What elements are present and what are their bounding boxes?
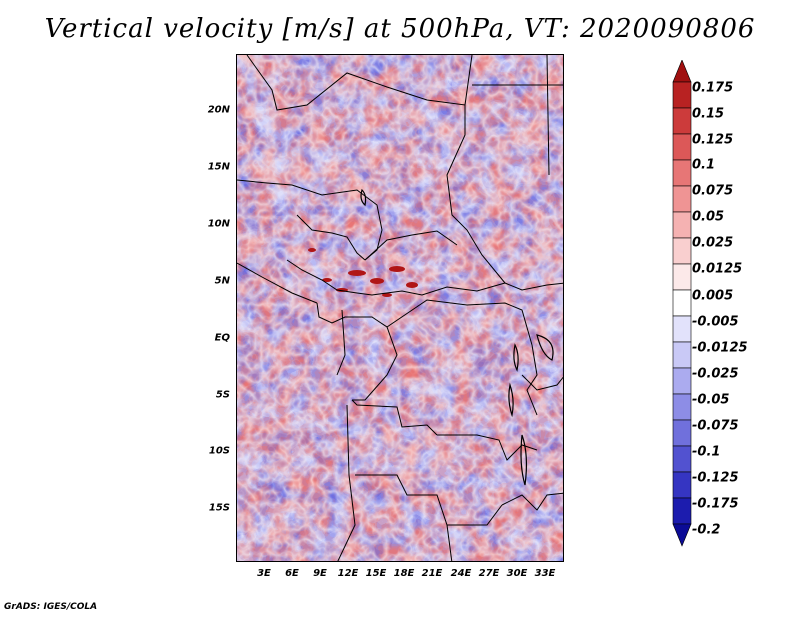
grads-credit: GrADS: IGES/COLA — [4, 602, 98, 612]
colorbar-swatch — [672, 367, 692, 395]
colorbar-swatch — [672, 81, 692, 109]
colorbar-label: -0.005 — [692, 314, 739, 330]
lon-label-15e: 15E — [365, 568, 387, 579]
colorbar-label: -0.05 — [692, 392, 730, 408]
map-panel — [236, 54, 564, 562]
colorbar-swatch — [672, 159, 692, 187]
colorbar-swatch — [672, 263, 692, 291]
lake-outlines — [360, 188, 554, 486]
lon-label-24e: 24E — [450, 568, 472, 579]
lat-label-5s: 5S — [215, 389, 230, 401]
lat-label-15s: 15S — [208, 502, 230, 514]
colorbar-label: 0.15 — [692, 106, 725, 122]
lat-label-5n: 5N — [214, 275, 230, 287]
lon-label-6e: 6E — [285, 568, 299, 579]
colorbar-label: 0.025 — [692, 235, 734, 251]
colorbar-swatch — [672, 237, 692, 265]
colorbar-label: 0.125 — [692, 132, 734, 148]
colorbar-swatch — [672, 185, 692, 213]
colorbar-label: -0.175 — [692, 496, 739, 512]
neutral-field — [237, 55, 563, 561]
lon-label-12e: 12E — [337, 568, 359, 579]
colorbar-min-arrow — [672, 523, 692, 547]
colorbar-swatch — [672, 497, 692, 525]
colorbar-max-arrow — [672, 60, 692, 83]
colorbar — [672, 60, 692, 547]
lon-label-30e: 30E — [506, 568, 528, 579]
lat-label-10n: 10N — [207, 218, 230, 230]
lon-label-9e: 9E — [313, 568, 327, 579]
colorbar-swatch — [672, 445, 692, 473]
colorbar-label: -0.125 — [692, 470, 739, 486]
colorbar-label: 0.175 — [692, 80, 734, 96]
country-borders — [237, 55, 563, 561]
colorbar-label: 0.075 — [692, 183, 734, 199]
lon-label-3e: 3E — [257, 568, 271, 579]
velocity-field-map — [237, 55, 563, 561]
colorbar-label: -0.075 — [692, 418, 739, 434]
lon-label-18e: 18E — [393, 568, 415, 579]
colorbar-label: -0.025 — [692, 366, 739, 382]
lon-label-33e: 33E — [534, 568, 556, 579]
colorbar-label: -0.1 — [692, 444, 721, 460]
lon-label-27e: 27E — [478, 568, 500, 579]
colorbar-swatch — [672, 289, 692, 317]
colorbar-swatch — [672, 341, 692, 369]
colorbar-swatch — [672, 393, 692, 421]
colorbar-swatch — [672, 419, 692, 447]
colorbar-swatch — [672, 107, 692, 135]
map-title: Vertical velocity [m/s] at 500hPa, VT: 2… — [44, 14, 756, 44]
colorbar-swatch — [672, 315, 692, 343]
lat-label-eq: EQ — [214, 332, 230, 344]
lon-label-21e: 21E — [421, 568, 443, 579]
lat-label-20n: 20N — [207, 104, 230, 116]
colorbar-swatch — [672, 133, 692, 161]
colorbar-label: 0.005 — [692, 288, 734, 304]
colorbar-label: -0.2 — [692, 522, 721, 538]
colorbar-label: -0.0125 — [692, 340, 748, 356]
colorbar-label: 0.05 — [692, 209, 725, 225]
colorbar-swatch — [672, 211, 692, 239]
lat-label-15n: 15N — [207, 161, 230, 173]
colorbar-label: 0.0125 — [692, 261, 743, 277]
colorbar-label: 0.1 — [692, 157, 716, 173]
lat-label-10s: 10S — [208, 445, 230, 457]
colorbar-swatch — [672, 471, 692, 499]
